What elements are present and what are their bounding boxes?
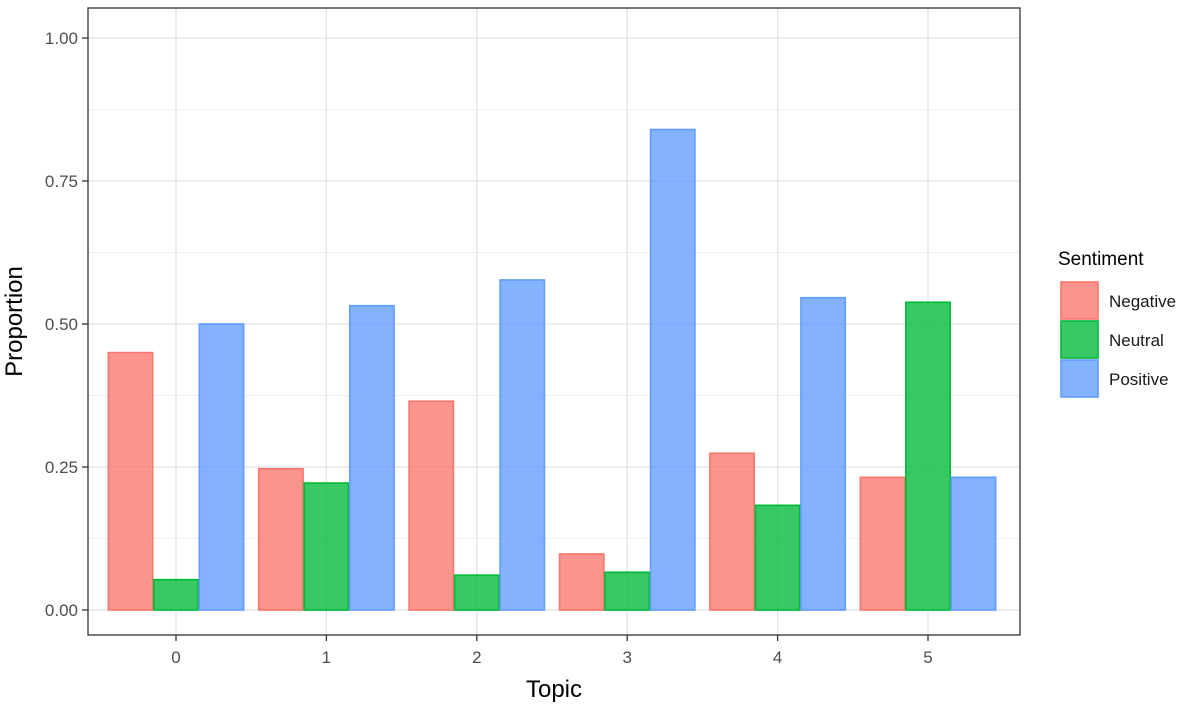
bar-neutral-topic-1 [303, 482, 350, 611]
x-axis-title: Topic [526, 676, 582, 703]
x-tick-label: 0 [171, 648, 180, 667]
x-tick-label: 2 [472, 648, 481, 667]
legend-label-negative: Negative [1109, 292, 1176, 311]
bar-negative-topic-0 [107, 351, 154, 611]
y-tick-label: 0.50 [45, 315, 78, 334]
y-tick-label: 1.00 [45, 29, 78, 48]
ticks: 0.00 0.25 0.50 0.75 1.00 0 1 2 3 4 5 [45, 29, 933, 667]
legend: Sentiment Negative Neutral Positive [1058, 249, 1176, 398]
bar-positive-topic-5 [950, 476, 997, 611]
legend-label-neutral: Neutral [1109, 331, 1164, 350]
bar-positive-topic-4 [800, 296, 847, 611]
y-tick-label: 0.75 [45, 172, 78, 191]
bar-negative-topic-4 [709, 452, 756, 611]
bar-positive-topic-2 [499, 279, 546, 611]
bars [107, 128, 997, 611]
bar-neutral-topic-3 [604, 571, 651, 611]
x-tick-label: 5 [923, 648, 932, 667]
legend-key-neutral [1060, 320, 1099, 359]
bar-positive-topic-1 [348, 304, 395, 611]
x-tick-label: 1 [322, 648, 331, 667]
legend-key-positive [1060, 359, 1099, 398]
x-tick-label: 4 [773, 648, 782, 667]
bar-negative-topic-3 [558, 553, 605, 611]
bar-negative-topic-1 [257, 467, 304, 611]
y-tick-label: 0.00 [45, 601, 78, 620]
y-axis-title: Proportion [1, 266, 28, 377]
plot-panel-border [87, 7, 1021, 636]
bar-positive-topic-3 [649, 128, 696, 611]
bar-negative-topic-5 [859, 476, 906, 611]
legend-title: Sentiment [1058, 249, 1144, 270]
bar-neutral-topic-4 [754, 504, 801, 611]
bar-neutral-topic-2 [453, 574, 500, 611]
x-tick-label: 3 [622, 648, 631, 667]
bar-neutral-topic-5 [905, 301, 951, 611]
legend-label-positive: Positive [1109, 370, 1169, 389]
bar-negative-topic-2 [408, 400, 455, 611]
legend-key-negative [1060, 281, 1099, 320]
bar-neutral-topic-0 [153, 578, 199, 611]
bar-positive-topic-0 [198, 323, 245, 611]
y-tick-label: 0.25 [45, 458, 78, 477]
